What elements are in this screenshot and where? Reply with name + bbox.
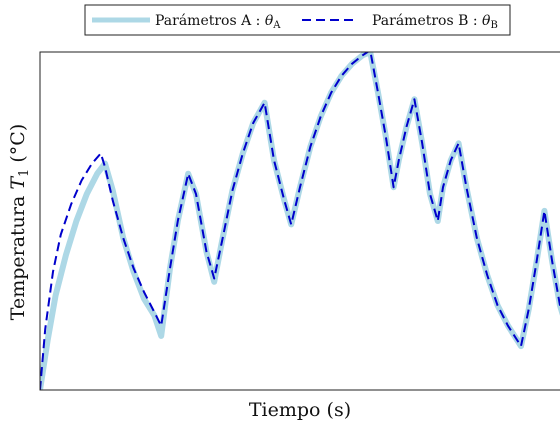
series-a-line — [40, 52, 560, 390]
axes-frame — [39, 51, 560, 391]
legend-label-series-a: Parámetros A : θA — [155, 13, 281, 31]
legend-box — [84, 4, 511, 36]
legend-label-series-b: Parámetros B : θB — [372, 13, 498, 31]
legend: Parámetros A : θA Parámetros B : θB — [84, 4, 511, 36]
y-axis-label: Temperatura T1 (°C) — [7, 124, 32, 320]
x-axis-label: Tiempo (s) — [249, 399, 351, 421]
series-b-line — [40, 52, 560, 390]
plot-area — [40, 52, 560, 390]
